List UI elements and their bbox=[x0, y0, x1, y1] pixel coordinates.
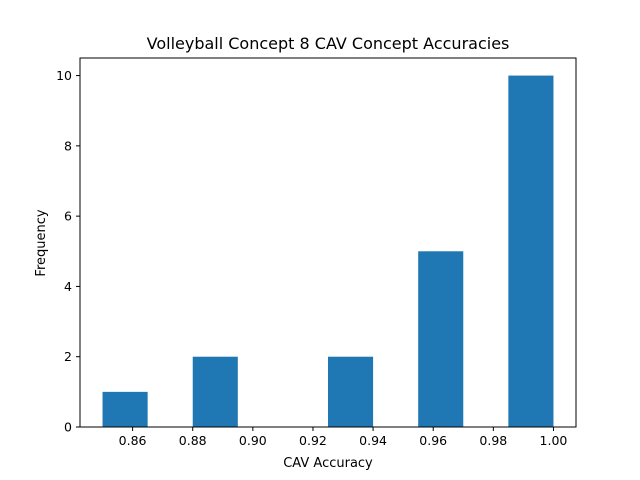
x-tick-label: 0.96 bbox=[419, 433, 447, 448]
x-tick-label: 0.92 bbox=[299, 433, 327, 448]
x-tick-label: 0.90 bbox=[239, 433, 267, 448]
y-axis-label: Frequency bbox=[34, 209, 49, 276]
y-tick-label: 6 bbox=[64, 209, 72, 224]
x-tick-label: 0.98 bbox=[479, 433, 507, 448]
histogram-bar bbox=[418, 251, 464, 427]
bars-group bbox=[102, 75, 554, 428]
y-tick-label: 4 bbox=[64, 279, 72, 294]
x-tick-label: 0.94 bbox=[359, 433, 387, 448]
x-tick-label: 1.00 bbox=[540, 433, 568, 448]
x-tick-label: 0.88 bbox=[179, 433, 207, 448]
histogram-bar bbox=[102, 391, 148, 427]
x-axis-label: CAV Accuracy bbox=[283, 456, 373, 471]
histogram-bar bbox=[192, 356, 238, 427]
y-axis: 0 2 4 6 8 10 bbox=[56, 68, 80, 435]
plot-frame bbox=[79, 57, 577, 428]
histogram-bar bbox=[328, 356, 374, 427]
y-tick-label: 2 bbox=[64, 349, 72, 364]
y-tick-label: 10 bbox=[56, 68, 72, 83]
y-tick-label: 0 bbox=[64, 420, 72, 435]
chart-title: Volleyball Concept 8 CAV Concept Accurac… bbox=[147, 34, 510, 53]
y-tick-label: 8 bbox=[64, 138, 72, 153]
x-tick-label: 0.86 bbox=[119, 433, 147, 448]
x-axis: 0.86 0.88 0.90 0.92 0.94 0.96 0.98 1.00 bbox=[119, 427, 568, 448]
histogram-bar bbox=[508, 75, 554, 428]
